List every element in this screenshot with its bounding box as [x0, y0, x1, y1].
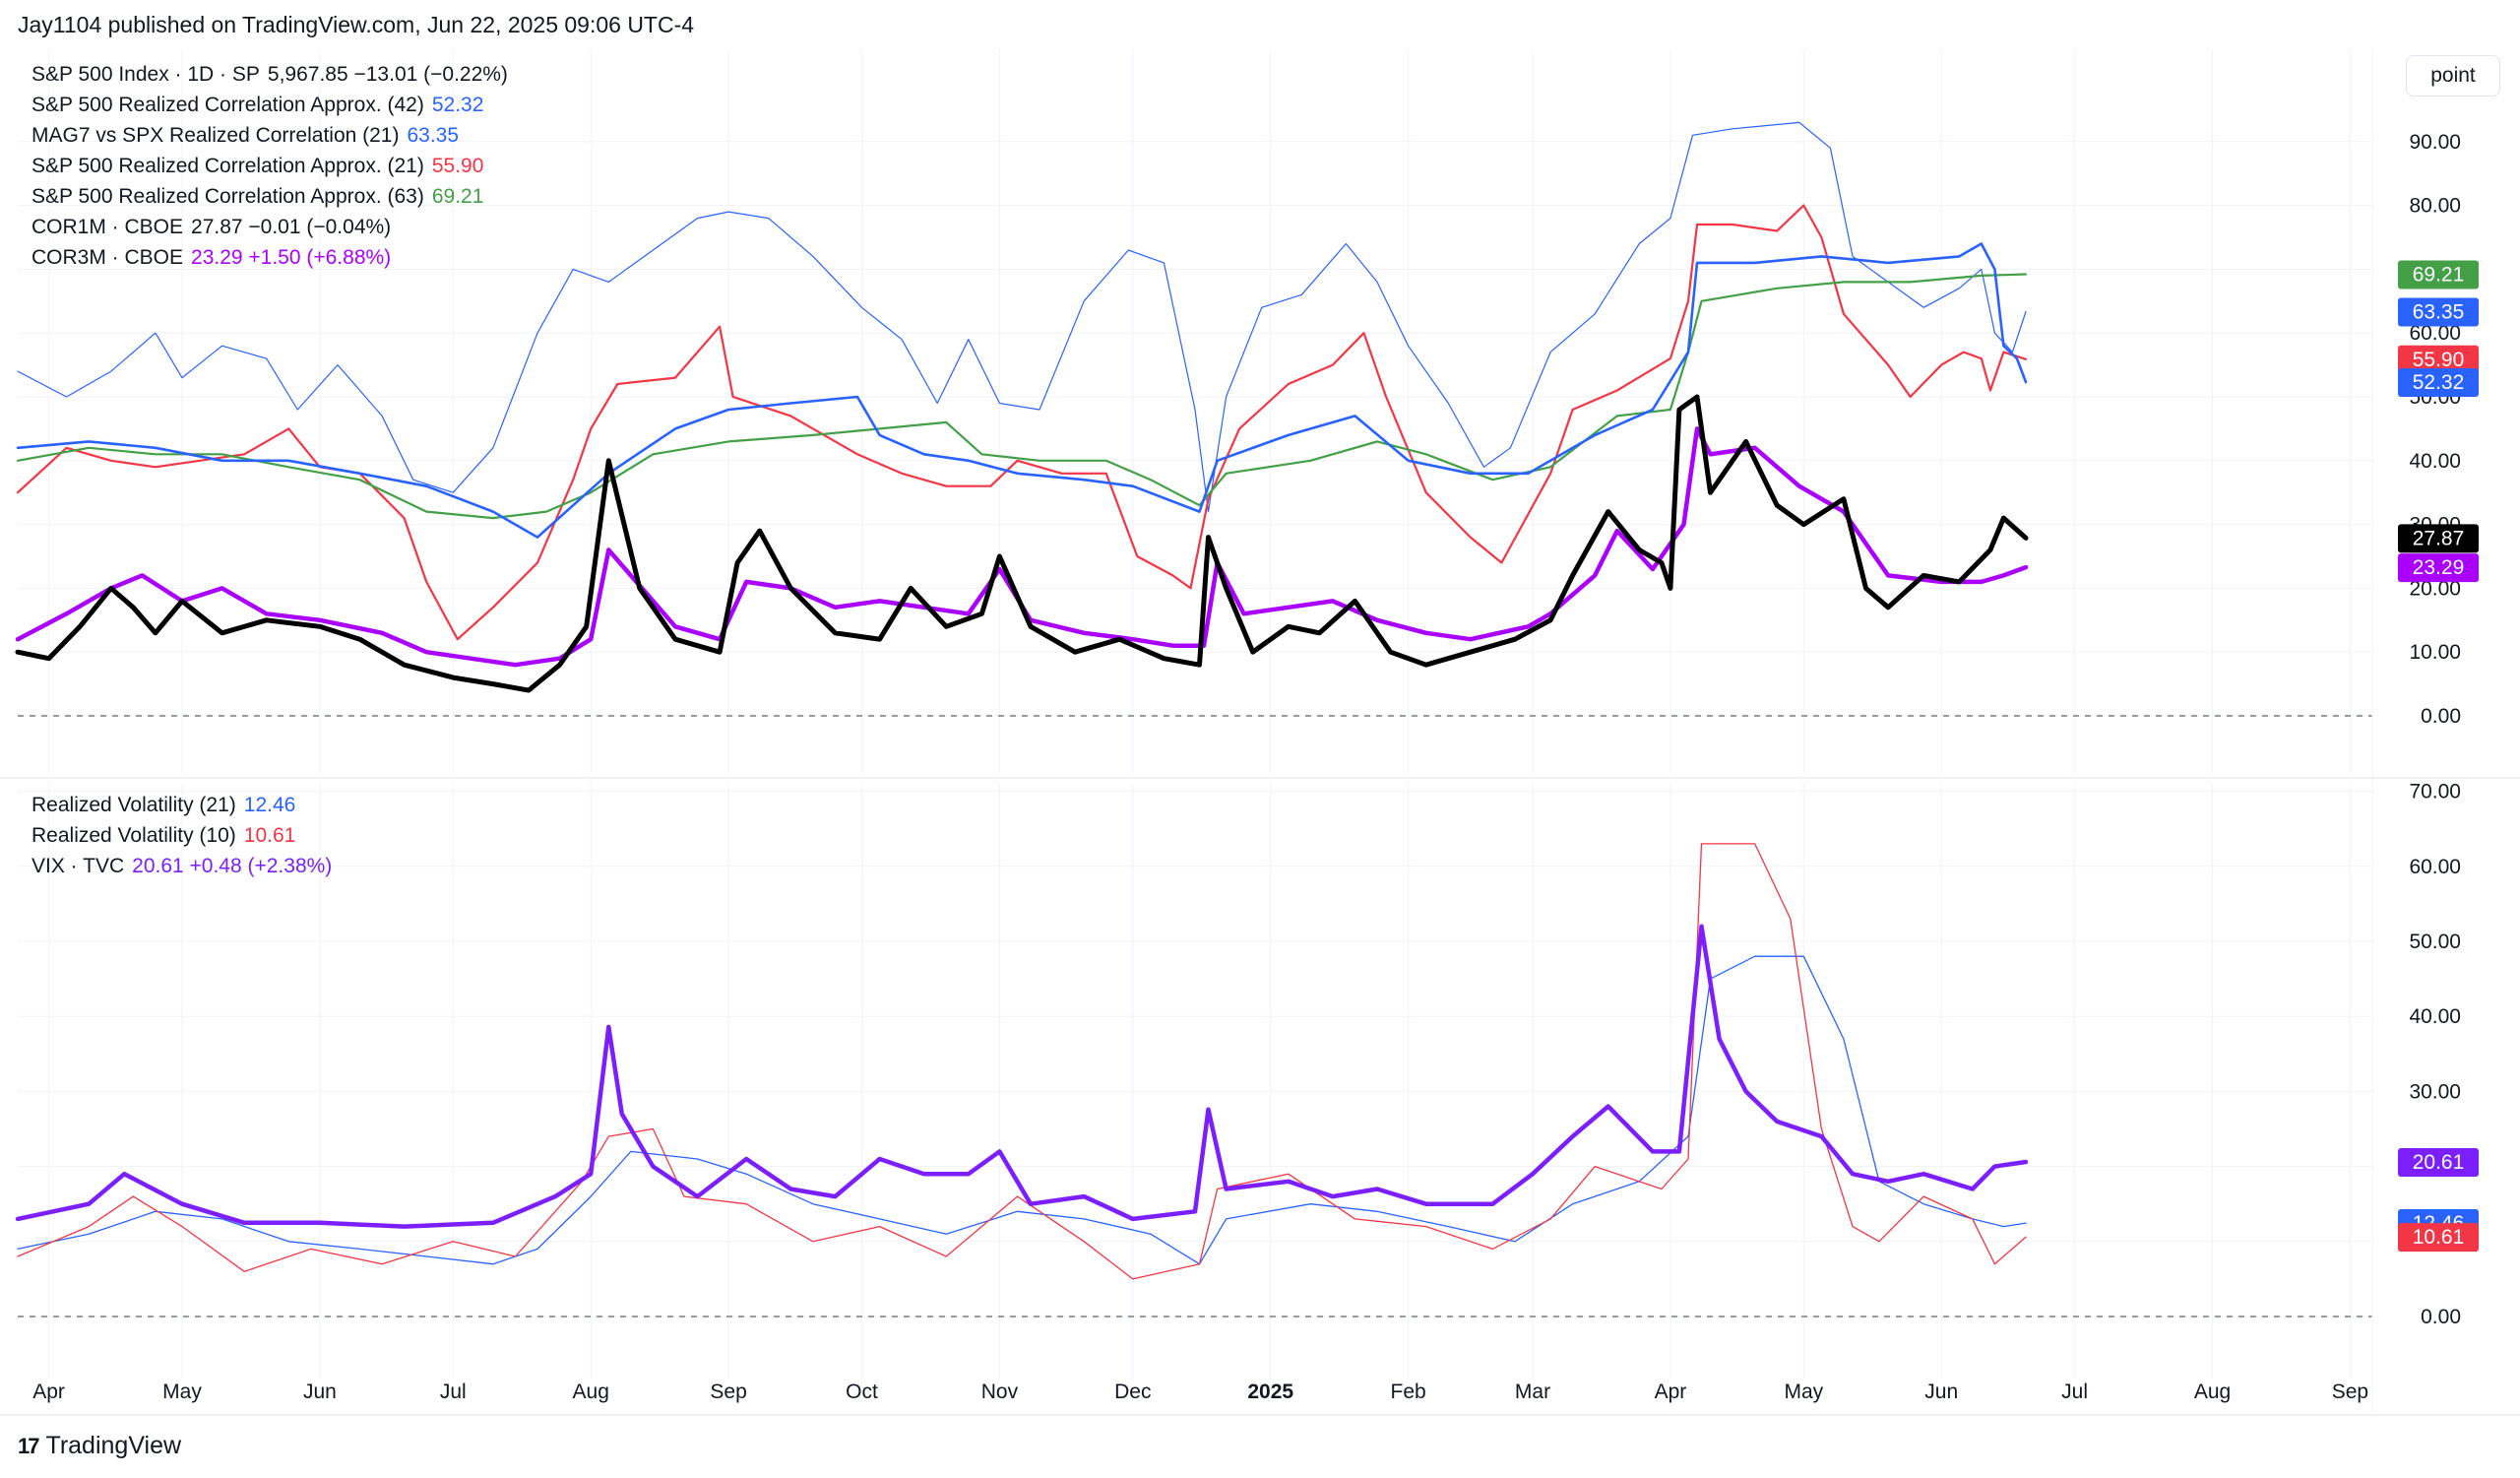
- price-badge-label: 63.35: [2413, 300, 2465, 323]
- legend-label: S&P 500 Realized Correlation Approx. (42…: [32, 94, 424, 116]
- price-axis-label: 0.00: [2421, 705, 2461, 728]
- time-axis-label: 2025: [1247, 1381, 1293, 1403]
- price-badge-label: 10.61: [2413, 1226, 2465, 1249]
- price-badge: [2398, 1223, 2479, 1253]
- footer: 17 TradingView: [18, 1432, 181, 1460]
- top-pane-series: [15, 121, 2029, 693]
- time-axis-label: Aug: [573, 1381, 609, 1403]
- bottom-pane-series: [15, 843, 2029, 1280]
- series-line: [16, 273, 2028, 520]
- series-line: [15, 426, 2029, 668]
- legend-label: COR3M · CBOE: [32, 246, 184, 269]
- price-badge: [2398, 367, 2479, 397]
- time-axis-label: Sep: [710, 1381, 746, 1403]
- time-axis-label: Aug: [2194, 1381, 2231, 1403]
- legend-label: S&P 500 Realized Correlation Approx. (63…: [32, 185, 424, 208]
- legend-top-pane: S&P 500 Index · 1D · SP 5,967.85 −13.01 (…: [32, 59, 508, 273]
- price-axis-label: 10.00: [2409, 641, 2461, 664]
- legend-top-row[interactable]: S&P 500 Realized Correlation Approx. (42…: [32, 90, 508, 120]
- price-axis-label: 70.00: [2409, 781, 2461, 803]
- price-badge: [2398, 297, 2479, 327]
- price-badge: [2398, 260, 2479, 289]
- time-axis-label: Mar: [1515, 1381, 1550, 1403]
- time-axis-label: Jun: [303, 1381, 337, 1403]
- legend-top-row[interactable]: MAG7 vs SPX Realized Correlation (21) 63.…: [32, 120, 508, 151]
- series-line: [16, 204, 2028, 641]
- series-line: [17, 843, 2027, 1280]
- price-badge-label: 23.29: [2413, 556, 2465, 579]
- price-axis-label: 40.00: [2409, 450, 2461, 473]
- legend-value: 23.29 +1.50 (+6.88%): [191, 246, 392, 269]
- legend-bottom-row[interactable]: Realized Volatility (21) 12.46: [32, 790, 332, 820]
- price-axis-label: 20.00: [2409, 577, 2461, 600]
- legend-bottom-row[interactable]: Realized Volatility (10) 10.61: [32, 820, 332, 851]
- legend-value: 55.90: [431, 155, 484, 177]
- time-axis-label: Jul: [2061, 1381, 2088, 1403]
- price-axis-label: 40.00: [2409, 1005, 2461, 1028]
- legend-top-row[interactable]: S&P 500 Index · 1D · SP 5,967.85 −13.01 (…: [32, 59, 508, 90]
- time-axis-label: May: [1784, 1381, 1823, 1403]
- top-pane-grid: [18, 49, 2372, 773]
- price-axis-label: 0.00: [2421, 1306, 2461, 1328]
- price-axis-label: 90.00: [2409, 131, 2461, 154]
- price-badge-label: 27.87: [2413, 527, 2465, 549]
- publisher-header: Jay1104 published on TradingView.com, Ju…: [18, 12, 695, 37]
- bottom-pane-grid: [18, 783, 2372, 1379]
- time-axis-label: Sep: [2332, 1381, 2368, 1403]
- series-line: [17, 955, 2027, 1265]
- price-axis-label: 30.00: [2409, 1080, 2461, 1103]
- brand-name: TradingView: [45, 1432, 182, 1459]
- legend-value: 27.87 −0.01 (−0.04%): [191, 216, 392, 238]
- price-axis-label: 60.00: [2409, 856, 2461, 878]
- tradingview-logo-icon: 17: [18, 1433, 40, 1458]
- price-badges: 69.2163.3555.9052.3227.8723.2920.6112.46…: [2398, 260, 2479, 1253]
- legend-label: S&P 500 Index · 1D · SP: [32, 63, 260, 86]
- legend-top-row[interactable]: COR3M · CBOE 23.29 +1.50 (+6.88%): [32, 242, 508, 273]
- time-axis-label: Nov: [981, 1381, 1019, 1403]
- legend-value: 10.61: [243, 824, 296, 847]
- time-axis-label: Oct: [846, 1381, 878, 1403]
- legend-value: 63.35: [407, 124, 460, 147]
- legend-label: Realized Volatility (10): [32, 824, 236, 847]
- legend-value: 5,967.85 −13.01 (−0.22%): [267, 63, 508, 86]
- legend-label: COR1M · CBOE: [32, 216, 184, 238]
- price-badge-label: 69.21: [2413, 264, 2465, 287]
- series-line: [16, 242, 2028, 539]
- price-axis-label: 50.00: [2409, 931, 2461, 953]
- legend-bottom-pane: Realized Volatility (21) 12.46 Realized Vo…: [32, 790, 332, 881]
- time-axis-label: Dec: [1114, 1381, 1151, 1403]
- price-badge: [2398, 553, 2479, 583]
- time-axis-label: Apr: [32, 1381, 65, 1403]
- scale-mode-button[interactable]: point: [2406, 55, 2500, 96]
- price-badge: [2398, 524, 2479, 553]
- legend-label: VIX · TVC: [32, 855, 125, 877]
- legend-label: S&P 500 Realized Correlation Approx. (21…: [32, 155, 424, 177]
- legend-value: 20.61 +0.48 (+2.38%): [132, 855, 333, 877]
- price-badge-label: 55.90: [2413, 349, 2465, 371]
- price-badge: [2398, 1147, 2479, 1177]
- legend-value: 52.32: [431, 94, 484, 116]
- legend-value: 12.46: [243, 794, 296, 816]
- legend-top-row[interactable]: S&P 500 Realized Correlation Approx. (21…: [32, 151, 508, 181]
- time-axis-label: Jun: [1924, 1381, 1958, 1403]
- legend-label: Realized Volatility (21): [32, 794, 236, 816]
- series-line: [15, 924, 2029, 1229]
- price-badge: [2398, 345, 2479, 374]
- price-badge-label: 52.32: [2413, 371, 2465, 394]
- price-badge-label: 20.61: [2413, 1151, 2465, 1174]
- legend-value: 69.21: [431, 185, 484, 208]
- series-line: [15, 394, 2029, 693]
- time-axis-label: Apr: [1655, 1381, 1687, 1403]
- time-axis-label: Feb: [1391, 1381, 1426, 1403]
- time-axis-label: Jul: [440, 1381, 467, 1403]
- series-line: [17, 121, 2027, 513]
- price-axis-label: 80.00: [2409, 195, 2461, 218]
- legend-top-row[interactable]: S&P 500 Realized Correlation Approx. (63…: [32, 181, 508, 212]
- legend-bottom-row[interactable]: VIX · TVC 20.61 +0.48 (+2.38%): [32, 851, 332, 881]
- legend-top-row[interactable]: COR1M · CBOE 27.87 −0.01 (−0.04%): [32, 212, 508, 242]
- time-axis-label: May: [162, 1381, 202, 1403]
- legend-label: MAG7 vs SPX Realized Correlation (21): [32, 124, 400, 147]
- price-axis-label: 60.00: [2409, 322, 2461, 345]
